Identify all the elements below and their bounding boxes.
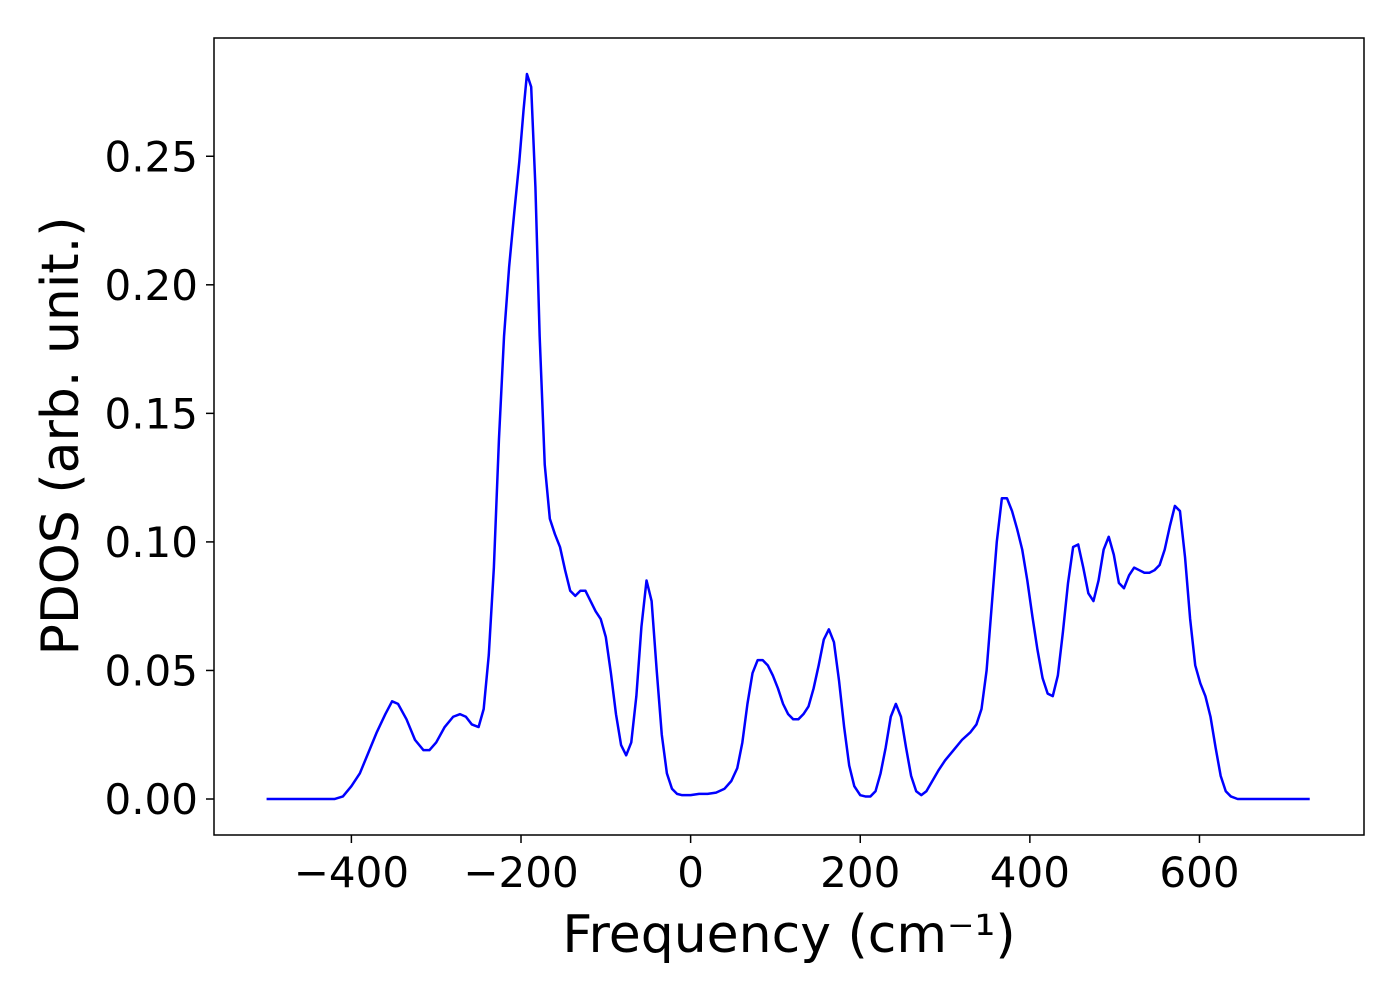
y-tick-label: 0.10 — [104, 518, 198, 567]
y-tick-label: 0.20 — [104, 261, 198, 310]
y-tick-label: 0.05 — [104, 646, 198, 695]
x-tick-label: −400 — [294, 848, 409, 897]
y-axis-label: PDOS (arb. unit.) — [31, 216, 91, 655]
x-tick-label: 200 — [820, 848, 900, 897]
x-tick-label: 600 — [1159, 848, 1239, 897]
x-tick-label: 400 — [990, 848, 1070, 897]
y-tick-label: 0.00 — [104, 775, 198, 824]
x-axis-label: Frequency (cm⁻¹) — [562, 905, 1015, 965]
plot-frame — [213, 37, 1365, 836]
y-tick-label: 0.25 — [104, 132, 198, 181]
x-tick-label: 0 — [677, 848, 704, 897]
y-tick-label: 0.15 — [104, 389, 198, 438]
line — [266, 72, 1310, 801]
x-tick-label: −200 — [463, 848, 578, 897]
